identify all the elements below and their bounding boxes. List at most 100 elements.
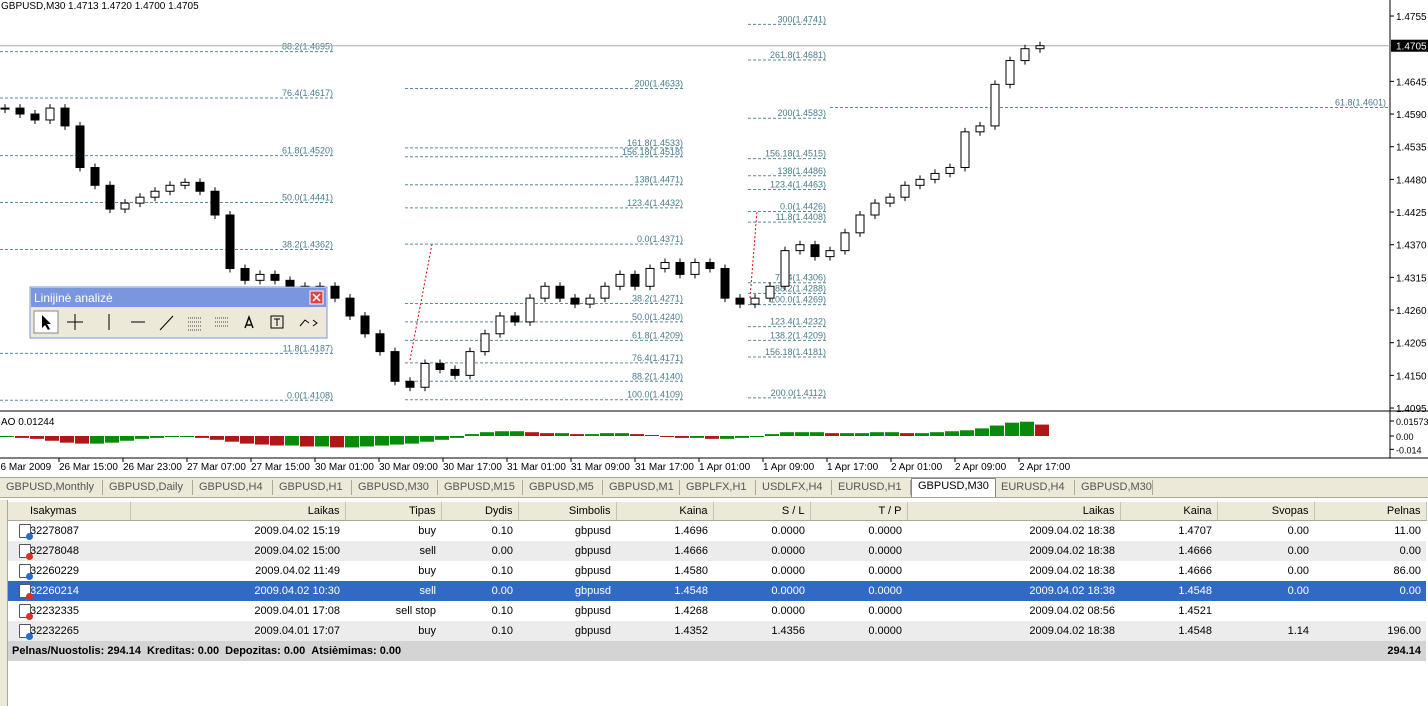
fibo-fan-tool[interactable] — [215, 317, 229, 327]
candle — [0, 107, 10, 110]
order-row[interactable]: 32278048 2009.04.02 15:00 sell 0.00 gbpusd 1.… — [8, 541, 1426, 561]
fib-label: 0.0(1.4108) — [287, 390, 333, 400]
ao-bar — [840, 433, 854, 436]
x-tick-label: 30 Mar 01:00 — [315, 462, 374, 473]
ao-bar — [540, 433, 554, 436]
order-row[interactable]: 32278087 2009.04.02 15:19 buy 0.10 gbpusd 1.4… — [8, 521, 1426, 542]
column-header[interactable]: Laikas — [130, 502, 346, 521]
ao-bar — [285, 436, 299, 446]
column-header[interactable]: Simbolis — [518, 502, 617, 521]
chart-tab[interactable]: GBPUSD,M1 — [603, 480, 680, 495]
candle — [45, 107, 55, 121]
order-cell: sell — [345, 581, 441, 601]
candle — [690, 262, 700, 275]
candle — [855, 214, 865, 234]
chart-tab[interactable]: GBPUSD,H4 — [193, 480, 273, 495]
ao-bar — [120, 436, 134, 441]
y-tick-label: 1.4425 — [1396, 208, 1427, 219]
ao-bar — [510, 431, 524, 436]
ao-bar — [0, 436, 14, 437]
candle — [720, 267, 730, 299]
arrows-tool[interactable] — [299, 319, 318, 327]
chart-tabs: GBPUSD,Monthly GBPUSD,Daily GBPUSD,H4 GBPUS… — [0, 477, 1428, 498]
ao-bar — [255, 436, 269, 445]
order-cell: 1.4666 — [616, 541, 713, 561]
ao-bar — [735, 436, 749, 438]
column-header[interactable]: Dydis — [441, 502, 519, 521]
chart-tab[interactable]: GBPUSD,M30 — [1075, 480, 1153, 495]
candle — [825, 250, 835, 258]
chart-tab[interactable]: EURUSD,H1 — [832, 480, 911, 495]
fibo-tool[interactable] — [188, 317, 202, 331]
trendline-tool[interactable] — [159, 315, 174, 331]
candle — [195, 181, 205, 192]
candle — [360, 315, 370, 335]
order-row[interactable]: 32232335 2009.04.01 17:08 sell stop 0.10 gbp… — [8, 601, 1426, 621]
order-cell: 0.0000 — [868, 525, 902, 537]
ao-bar — [390, 436, 404, 445]
column-header[interactable]: Kaina — [1120, 502, 1218, 521]
candle — [210, 190, 220, 216]
ao-bar — [975, 428, 989, 436]
candle — [60, 107, 70, 127]
order-row[interactable]: 32232265 2009.04.01 17:07 buy 0.10 gbpusd 1.4… — [8, 621, 1426, 641]
ao-bar — [810, 432, 824, 436]
x-tick-label: 1 Apr 01:00 — [699, 462, 751, 473]
ao-bar — [135, 436, 149, 439]
fib-label: 123.4(1.4463) — [770, 179, 826, 189]
ao-bar — [615, 433, 629, 436]
terminal-panel: Isakymas Laikas Tipas Dydis Simbolis Kaina S /… — [0, 500, 1428, 706]
column-header[interactable]: Isakymas — [8, 502, 131, 521]
chart-tab[interactable]: GBPUSD,M5 — [523, 480, 603, 495]
toolbar-titlebar — [31, 288, 326, 307]
column-header[interactable]: S / L — [713, 502, 811, 521]
ao-bar — [90, 436, 104, 444]
ao-bar — [480, 432, 494, 436]
candle — [135, 196, 145, 204]
x-tick-label: 30 Mar 09:00 — [379, 462, 438, 473]
order-row[interactable]: 32260214 2009.04.02 10:30 sell 0.00 gbpusd 1.… — [8, 581, 1426, 601]
chart-tab[interactable]: GBPUSD,Daily — [103, 480, 193, 495]
column-header[interactable]: Laikas — [907, 502, 1121, 521]
chart-tab[interactable]: GBPUSD,H1 — [273, 480, 352, 495]
chart-tab[interactable]: GBPLFX,H1 — [680, 480, 756, 495]
candle — [450, 368, 460, 376]
chart-tab[interactable]: GBPUSD,Monthly — [0, 480, 103, 495]
chart-tab[interactable]: GBPUSD,M30 — [352, 480, 438, 495]
column-header[interactable]: T / P — [810, 502, 908, 521]
order-icon — [19, 624, 33, 640]
order-row[interactable]: 32260229 2009.04.02 11:49 buy 0.10 gbpusd 1.4… — [8, 561, 1426, 581]
crosshair-tool[interactable] — [67, 314, 83, 330]
candle — [600, 285, 610, 299]
ao-bar — [30, 436, 44, 439]
ao-bar — [45, 436, 59, 441]
order-cell: 1.14 — [1217, 621, 1314, 641]
trend-line — [749, 210, 758, 299]
summary-row: Pelnas/Nuostolis: 294.14 Kreditas: 0.00 De… — [8, 641, 1426, 661]
order-cell — [1314, 601, 1426, 621]
candle — [120, 202, 130, 210]
column-header[interactable]: Pelnas — [1314, 502, 1427, 521]
ao-bar — [930, 432, 944, 436]
column-header[interactable]: Kaina — [616, 502, 714, 521]
chart-tab[interactable]: GBPUSD,M15 — [438, 480, 523, 495]
chart-window: GBPUSD,M30 1.4713 1.4720 1.4700 1.4705 A… — [0, 0, 1428, 473]
candle — [630, 273, 640, 287]
x-tick-label: 26 Mar 2009 — [0, 462, 52, 473]
order-cell: 2009.04.02 15:19 — [254, 525, 340, 537]
fib-label: 138(1.4471) — [634, 175, 683, 185]
text-tool[interactable] — [244, 314, 254, 329]
candle — [375, 333, 385, 353]
chart-tab[interactable]: USDLFX,H4 — [756, 480, 832, 495]
candle — [75, 125, 85, 168]
ao-label: AO 0.01244 — [1, 417, 55, 428]
column-header[interactable]: Tipas — [345, 502, 442, 521]
label-tool[interactable] — [270, 315, 284, 329]
order-cell: 2009.04.02 18:38 — [1029, 565, 1115, 577]
chart-tab[interactable]: EURUSD,H4 — [995, 480, 1075, 495]
order-cell: sell stop — [395, 605, 436, 617]
chart-tab[interactable]: GBPUSD,M30 — [911, 478, 996, 497]
column-header[interactable]: Svopas — [1217, 502, 1315, 521]
line-studies-toolbar[interactable]: Linijinė analizė — [29, 286, 328, 339]
